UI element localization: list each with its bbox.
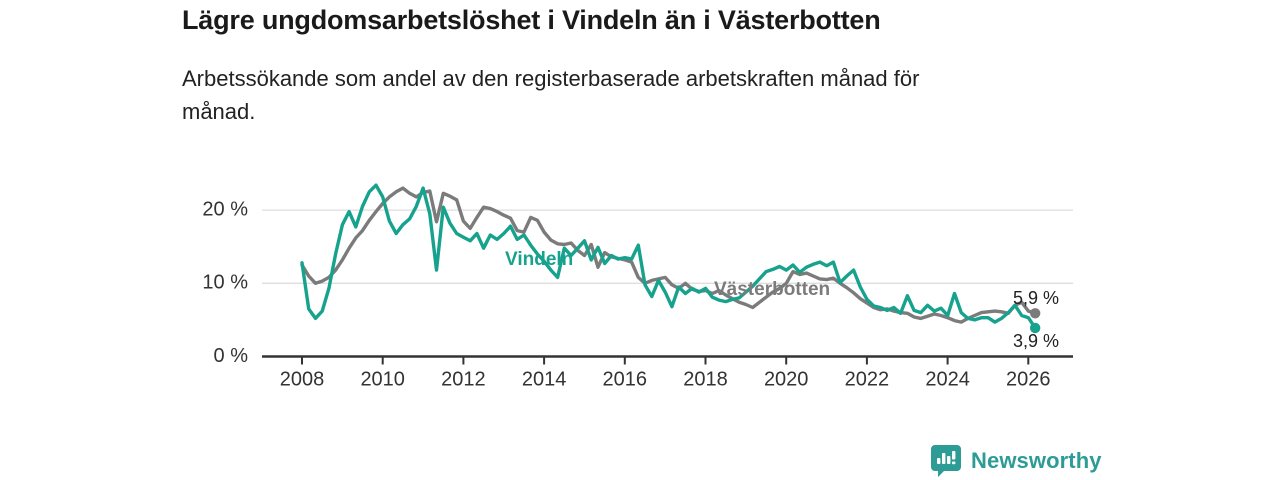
y-tick-label: 20 %: [202, 198, 248, 220]
series-end-dot-vindeln: [1029, 322, 1041, 334]
x-tick-label: 2018: [683, 369, 728, 391]
y-tick-label: 10 %: [202, 272, 248, 294]
x-tick-label: 2016: [603, 369, 648, 391]
newsworthy-icon: [931, 445, 961, 477]
x-tick-label: 2014: [522, 369, 567, 391]
end-value-vindeln: 3,9 %: [1013, 331, 1060, 351]
y-tick-label: 0 %: [214, 345, 249, 367]
newsworthy-logo-link[interactable]: Newsworthy: [930, 444, 1102, 478]
x-tick-label: 2008: [280, 369, 325, 391]
page-title: Lägre ungdomsarbetslöshet i Vindeln än i…: [182, 5, 881, 35]
newsworthy-wordmark: Newsworthy: [971, 448, 1102, 473]
series-end-dot-västerbotten: [1029, 308, 1041, 319]
x-tick-label: 2010: [360, 369, 405, 391]
chart-subtitle: Arbetssökande som andel av den registerb…: [182, 66, 920, 124]
x-tick-label: 2026: [1006, 369, 1051, 391]
x-tick-label: 2024: [925, 369, 970, 391]
x-tick-label: 2020: [764, 369, 809, 391]
end-value-vasterbotten: 5,9 %: [1013, 288, 1060, 308]
x-tick-label: 2012: [441, 369, 486, 391]
series-label-vasterbotten: Västerbotten: [714, 279, 831, 300]
series-line-vindeln: [300, 183, 1037, 330]
x-tick-label: 2022: [845, 369, 890, 391]
series-label-vindeln: Vindeln: [505, 249, 574, 270]
